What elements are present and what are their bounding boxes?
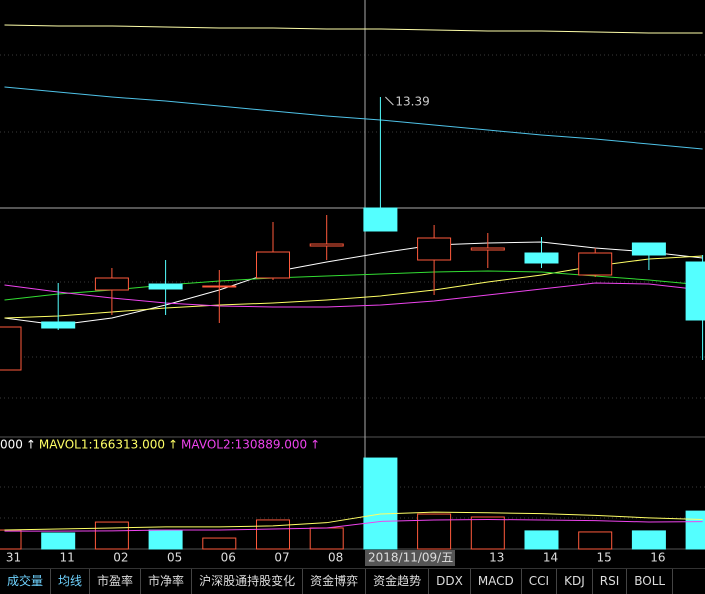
tab[interactable]: BOLL: [627, 569, 674, 594]
x-tick-label: 15: [597, 551, 612, 565]
candle-body: [417, 237, 452, 261]
tab[interactable]: 资金趋势: [366, 569, 430, 594]
volume-bar: [524, 530, 559, 550]
ma-line: [4, 86, 703, 150]
volume-bar: [417, 513, 452, 550]
volume-bar: [94, 521, 129, 550]
cursor-date-box: [365, 550, 455, 566]
candle-body: [631, 242, 666, 256]
x-tick-label: 08: [328, 551, 343, 565]
tab[interactable]: 均线: [51, 569, 91, 594]
volume-bar: [148, 529, 183, 550]
volume-ma-line: [4, 519, 703, 532]
candle-body: [309, 243, 344, 247]
x-tick-label: 2018/11/09/五: [368, 551, 453, 565]
tab[interactable]: 成交量: [0, 569, 52, 594]
candle-body: [256, 251, 290, 279]
volume-bar: [578, 531, 613, 550]
volume-bar: [470, 516, 505, 550]
tab[interactable]: MACD: [471, 569, 522, 594]
candle-body: [202, 285, 237, 288]
high-label: 13.39: [395, 95, 429, 109]
volume-bar: [256, 519, 290, 550]
x-tick-label: 07: [274, 551, 289, 565]
x-tick-label: 02: [113, 551, 128, 565]
volume-ma-line: [4, 511, 703, 531]
x-tick-label: 14: [543, 551, 558, 565]
tab[interactable]: KDJ: [557, 569, 593, 594]
volume-bar: [0, 529, 22, 550]
candle-body: [94, 277, 129, 291]
tab[interactable]: RSI: [593, 569, 628, 594]
candle-body: [0, 326, 22, 371]
volume-bar: [41, 532, 76, 550]
legend-entry: MAVOL1:166313.000: [39, 438, 165, 452]
tab[interactable]: DDX: [429, 569, 471, 594]
x-tick-label: 13: [489, 551, 504, 565]
x-tick-label: 31: [6, 551, 21, 565]
ma-line: [4, 282, 703, 308]
x-tick-label: 16: [650, 551, 665, 565]
legend-entry: MAVOL2:130889.000: [181, 438, 307, 452]
tab[interactable]: 沪深股通持股变化: [192, 569, 304, 594]
candle-body: [578, 252, 613, 276]
x-tick-label: 05: [167, 551, 182, 565]
chart: 000 ↑ MAVOL1:166313.000 ↑ MAVOL2:130889.000 ↑…: [0, 0, 705, 566]
volume-bar: [363, 457, 398, 550]
legend-arrow: ↑: [310, 438, 320, 452]
tab[interactable]: CCI: [522, 569, 558, 594]
candle-body: [148, 283, 183, 290]
tab[interactable]: 市盈率: [90, 569, 142, 594]
candle-body: [363, 207, 398, 232]
legend-arrow: ↑: [26, 438, 36, 452]
indicator-tabs: 成交量 均线 市盈率 市净率 沪深股通持股变化 资金博弈 资金趋势 DDX MACD CCI KDJ…: [0, 568, 705, 594]
volume-bar: [309, 527, 344, 550]
candle-body: [470, 247, 505, 251]
x-tick-label: 11: [60, 551, 75, 565]
volume-bar: [685, 510, 705, 550]
volume-bar: [631, 530, 666, 550]
candle-body: [41, 321, 76, 329]
candle-body: [524, 252, 559, 264]
tab[interactable]: 市净率: [141, 569, 193, 594]
legend-entry: 000: [0, 438, 23, 452]
ma-line: [4, 24, 703, 34]
ma-line: [4, 241, 703, 326]
x-tick-label: 06: [221, 551, 236, 565]
label-arrow: [385, 96, 394, 106]
legend-arrow: ↑: [168, 438, 178, 452]
volume-legend: 000 ↑ MAVOL1:166313.000 ↑ MAVOL2:130889.000 ↑: [0, 438, 320, 452]
volume-bar: [202, 537, 237, 550]
candle-body: [685, 261, 705, 321]
tab[interactable]: 资金博弈: [303, 569, 367, 594]
